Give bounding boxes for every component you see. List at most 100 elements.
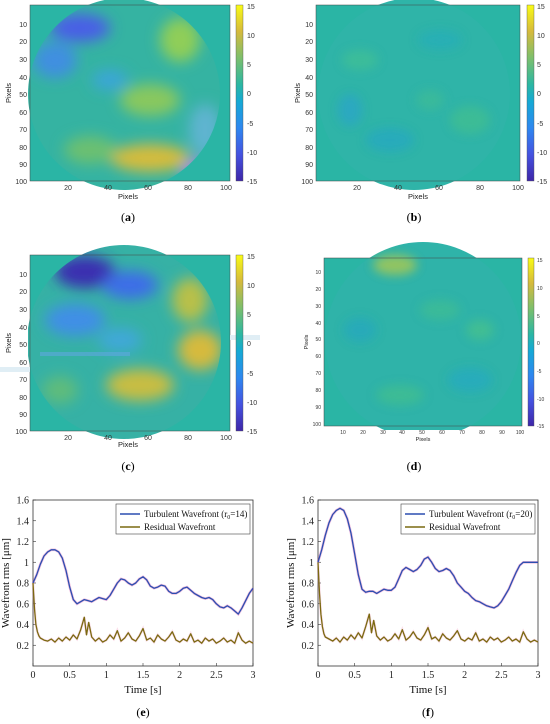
y-tick-label: 1.4 (302, 516, 315, 527)
y-tick-label: 100 (15, 179, 27, 186)
panel-e-x-ticks: 0 0.5 1 1.5 2 2.5 3 (31, 670, 256, 681)
colorbar-tick: 10 (537, 33, 545, 40)
y-tick-label: 70 (305, 127, 313, 134)
y-tick-label: 100 (313, 422, 322, 428)
colorbar-ticks: 15 10 5 0 -5 -10 -15 (247, 4, 257, 186)
x-tick-label: 100 (512, 185, 524, 192)
colorbar-tick: 10 (247, 33, 255, 40)
panel-b-x-ticks: 20 40 60 80 100 (353, 185, 524, 192)
x-tick-label: 60 (144, 185, 152, 192)
colorbar-tick: -5 (537, 121, 543, 128)
colorbar-tick: 5 (247, 312, 251, 319)
y-tick-label: 80 (19, 395, 27, 402)
y-tick-label: 0.8 (17, 579, 30, 590)
colorbar-tick: 0 (247, 341, 251, 348)
caption-e: (e) (136, 705, 149, 719)
y-axis-label: Wavefront rms [μm] (285, 538, 297, 628)
x-tick-label: 100 (516, 430, 525, 436)
x-tick-label: 2 (462, 670, 467, 681)
legend: Turbulent Wavefront (r0=20) Residual Wav… (400, 503, 536, 535)
x-tick-label: 1.5 (422, 670, 435, 681)
panel-f-y-ticks: 0.2 0.4 0.6 0.8 1 1.2 1.4 1.6 (302, 496, 315, 652)
colorbar (235, 4, 244, 182)
series-line-turbulent (317, 507, 538, 609)
y-tick-label: 30 (19, 307, 27, 314)
y-tick-label: 90 (19, 412, 27, 419)
x-tick-label: 80 (476, 185, 484, 192)
x-tick-label: 40 (104, 185, 112, 192)
stray-pixel-band (230, 335, 260, 340)
colorbar-tick: -5 (247, 371, 253, 378)
y-tick-label: 10 (305, 22, 313, 29)
y-tick-label: 70 (315, 371, 321, 377)
legend-label-residual: Residual Wavefront (429, 522, 501, 532)
legend: Turbulent Wavefront (r0=14) Residual Wav… (115, 503, 251, 535)
legend-label-turbulent: Turbulent Wavefront (r0=14) (144, 509, 247, 521)
y-tick-label: 10 (19, 22, 27, 29)
y-tick-label: 80 (305, 145, 313, 152)
colorbar-tick: -15 (247, 429, 257, 436)
y-tick-label: 0.8 (302, 579, 315, 590)
y-tick-label: 40 (19, 75, 27, 82)
series-line-residual (32, 582, 254, 644)
colorbar-tick: 0 (247, 91, 251, 98)
x-tick-label: 20 (64, 185, 72, 192)
legend-box (400, 503, 536, 535)
x-tick-label: 0.5 (63, 670, 76, 681)
x-tick-label: 80 (184, 435, 192, 442)
series-line-residual (317, 562, 539, 643)
colorbar-ticks: 15 10 5 0 -5 -10 -15 (537, 4, 547, 186)
x-tick-label: 20 (64, 435, 72, 442)
panel-b-y-ticks: 10 20 30 40 50 60 70 80 90 100 (301, 22, 313, 186)
panel-c: 20 40 60 80 100 10 20 30 40 50 60 70 80 … (0, 245, 260, 473)
x-axis-label: Pixels (416, 437, 431, 443)
panel-d-wavefront-map (325, 242, 521, 430)
x-tick-label: 3 (536, 670, 541, 681)
panel-a-wavefront-map (28, 0, 220, 190)
colorbar-tick: 5 (537, 314, 540, 320)
colorbar-tick: -10 (247, 150, 257, 157)
x-tick-label: 2.5 (495, 670, 508, 681)
x-tick-label: 50 (419, 430, 425, 436)
panel-d-x-ticks: 10 20 30 40 50 60 70 80 90 100 (340, 430, 524, 436)
series-line-turbulent-halo (31, 548, 255, 617)
x-tick-label: 0 (316, 670, 321, 681)
panel-f-x-ticks: 0 0.5 1 1.5 2 2.5 3 (316, 670, 541, 681)
colorbar-tick: -5 (537, 369, 542, 375)
x-tick-label: 20 (353, 185, 361, 192)
y-tick-label: 40 (19, 325, 27, 332)
colorbar-tick: 15 (247, 254, 255, 261)
y-tick-label: 10 (19, 272, 27, 279)
y-tick-label: 0.6 (302, 599, 315, 610)
x-tick-label: 60 (144, 435, 152, 442)
y-tick-label: 60 (315, 354, 321, 360)
y-tick-label: 40 (315, 321, 321, 327)
y-tick-label: 60 (305, 110, 313, 117)
x-tick-label: 90 (499, 430, 505, 436)
x-tick-label: 1 (104, 670, 109, 681)
x-axis-label: Time [s] (409, 684, 446, 696)
colorbar (235, 254, 244, 432)
y-tick-label: 0.2 (17, 641, 30, 652)
y-tick-label: 1.2 (17, 537, 30, 548)
colorbar-tick: 5 (537, 62, 541, 69)
x-tick-label: 40 (399, 430, 405, 436)
colorbar-tick: 15 (247, 4, 255, 11)
y-tick-label: 1 (24, 558, 29, 569)
y-tick-label: 1.2 (302, 537, 315, 548)
y-tick-label: 50 (315, 337, 321, 343)
y-tick-label: 30 (305, 57, 313, 64)
y-tick-label: 0.4 (17, 620, 30, 631)
y-tick-label: 50 (19, 342, 27, 349)
colorbar-tick: 15 (537, 4, 545, 11)
colorbar-ticks: 15 10 5 0 -5 -10 -15 (247, 254, 257, 436)
x-tick-label: 60 (439, 430, 445, 436)
x-axis-label: Time [s] (124, 684, 161, 696)
panel-a: 20 40 60 80 100 10 20 30 40 50 60 70 80 … (4, 0, 257, 224)
caption-d: (d) (407, 459, 422, 473)
y-tick-label: 30 (315, 304, 321, 310)
y-tick-label: 0.4 (302, 620, 315, 631)
y-tick-label: 70 (19, 127, 27, 134)
series-line-turbulent (32, 549, 254, 615)
